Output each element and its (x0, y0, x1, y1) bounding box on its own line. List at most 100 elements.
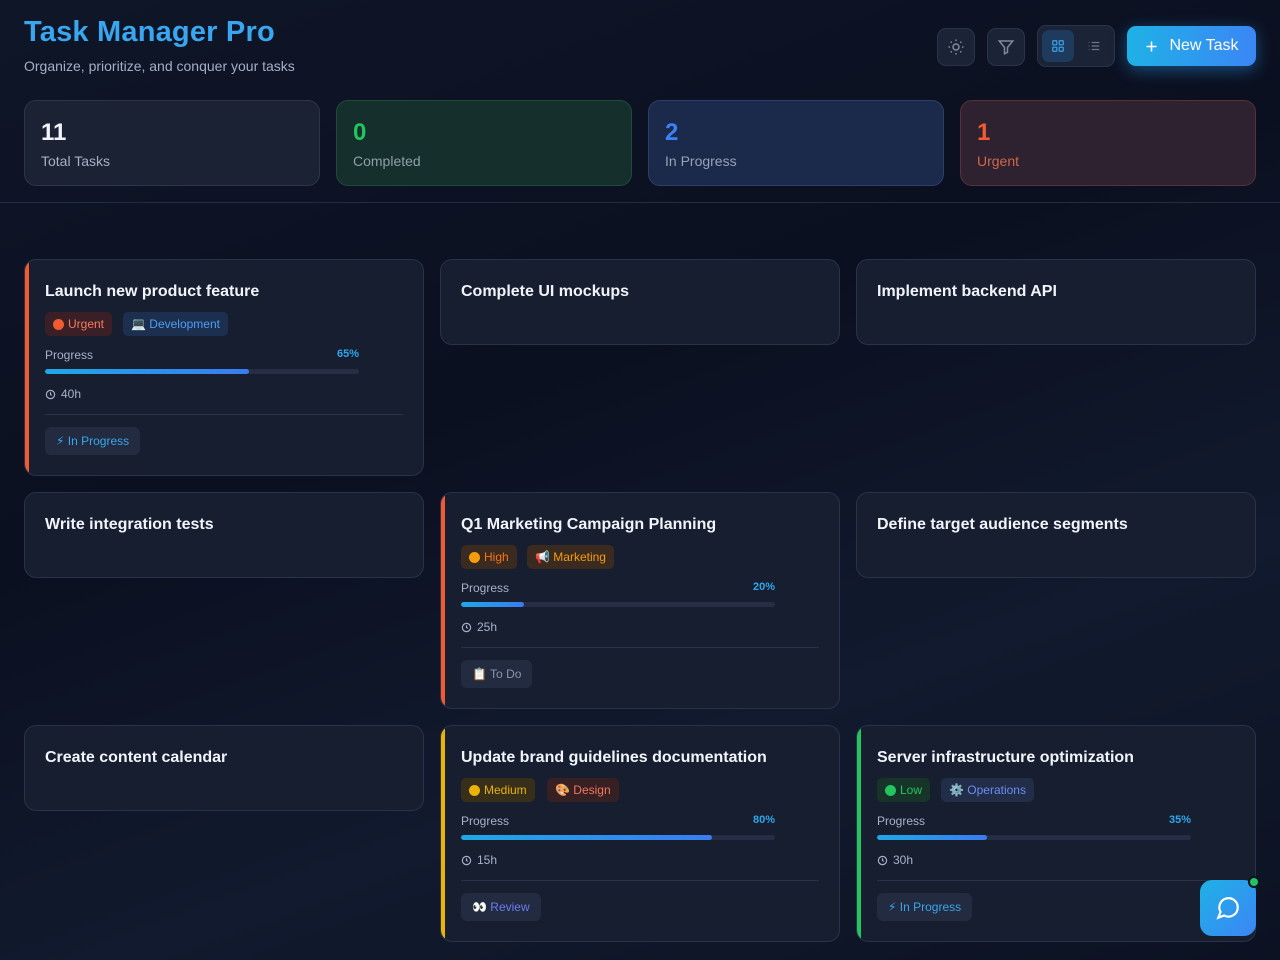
card-divider (877, 880, 1235, 881)
progress-label: Progress (45, 348, 94, 362)
task-card[interactable]: Complete UI mockups (440, 259, 840, 345)
status-badge[interactable]: ⚡ In Progress (877, 893, 973, 921)
priority-label: High (484, 550, 509, 564)
clock-icon (461, 622, 472, 632)
new-task-label: New Task (1169, 37, 1239, 54)
app-title: Task Manager Pro (24, 16, 275, 48)
task-card[interactable]: Update brand guidelines documentation Me… (440, 725, 840, 942)
task-card[interactable]: Create content calendar (24, 725, 424, 811)
sun-icon (948, 39, 964, 55)
stat-label: Urgent (977, 153, 1020, 169)
status-badge[interactable]: 📋 To Do (461, 660, 533, 688)
task-title: Define target audience segments (877, 516, 1128, 533)
new-task-button[interactable]: New Task (1127, 26, 1256, 66)
card-divider (461, 880, 819, 881)
theme-toggle-button[interactable] (937, 28, 975, 66)
hours-value: 25h (477, 620, 498, 634)
task-title: Write integration tests (45, 516, 214, 533)
priority-dot-icon (53, 318, 64, 330)
chat-bubble-icon (1216, 897, 1239, 920)
priority-dot-icon (885, 784, 896, 796)
progress-fill (877, 835, 987, 840)
category-badge: 🎨 Design (547, 778, 619, 802)
progress-bar (461, 835, 775, 840)
header: Task Manager Pro Organize, prioritize, a… (0, 0, 1280, 203)
stat-label: Completed (353, 153, 421, 169)
progress-percent: 65% (336, 348, 359, 360)
progress-bar (461, 602, 775, 607)
app-subtitle: Organize, prioritize, and conquer your t… (24, 58, 295, 74)
priority-accent (25, 260, 29, 475)
clock-icon (461, 855, 472, 865)
category-badge: 📢 Marketing (527, 545, 614, 569)
priority-label: Medium (484, 783, 527, 797)
priority-label: Low (900, 783, 923, 797)
progress-fill (461, 602, 524, 607)
clock-icon (877, 855, 888, 865)
task-card[interactable]: Define target audience segments (856, 492, 1256, 578)
task-title: Launch new product feature (45, 283, 260, 300)
task-title: Update brand guidelines documentation (461, 749, 767, 766)
progress-fill (461, 835, 713, 840)
stat-value: 1 (977, 119, 991, 146)
task-title: Create content calendar (45, 749, 228, 766)
priority-label: Urgent (68, 317, 105, 331)
priority-badge: High (461, 545, 517, 569)
stat-value: 0 (353, 119, 367, 146)
list-view-button[interactable] (1078, 30, 1110, 62)
status-badge[interactable]: 👀 Review (461, 893, 541, 921)
stat-label: In Progress (665, 153, 737, 169)
category-badge: 💻 Development (123, 312, 228, 336)
progress-percent: 35% (1168, 814, 1191, 826)
estimated-hours: 30h (877, 853, 913, 867)
stat-value: 11 (41, 119, 67, 146)
progress-percent: 20% (752, 581, 775, 593)
priority-accent (857, 726, 861, 941)
filter-icon (997, 40, 1015, 55)
stat-label: Total Tasks (41, 153, 110, 169)
task-card[interactable]: Write integration tests (24, 492, 424, 578)
hours-value: 40h (61, 387, 82, 401)
priority-accent (441, 493, 445, 708)
progress-percent: 80% (752, 814, 775, 826)
task-card[interactable]: Server infrastructure optimization Low ⚙… (856, 725, 1256, 942)
clock-icon (45, 389, 56, 399)
progress-label: Progress (461, 581, 510, 595)
status-badge[interactable]: ⚡ In Progress (45, 427, 141, 455)
grid-icon (1052, 40, 1064, 52)
task-card[interactable]: Q1 Marketing Campaign Planning High 📢 Ma… (440, 492, 840, 709)
stat-value: 2 (665, 119, 679, 146)
task-card[interactable]: Launch new product feature Urgent 💻 Deve… (24, 259, 424, 476)
estimated-hours: 25h (461, 620, 497, 634)
priority-dot-icon (469, 551, 480, 563)
task-card[interactable]: Implement backend API (856, 259, 1256, 345)
estimated-hours: 15h (461, 853, 497, 867)
progress-label: Progress (877, 814, 926, 828)
view-toggle (1037, 25, 1115, 67)
card-divider (461, 647, 819, 648)
priority-badge: Low (877, 778, 931, 802)
estimated-hours: 40h (45, 387, 81, 401)
online-status-dot (1248, 876, 1260, 888)
progress-bar (877, 835, 1191, 840)
list-icon (1088, 41, 1100, 51)
plus-icon (1146, 41, 1157, 51)
progress-label: Progress (461, 814, 510, 828)
task-title: Server infrastructure optimization (877, 749, 1134, 766)
stat-urgent: 1 Urgent (960, 100, 1256, 186)
chat-button[interactable] (1200, 880, 1256, 936)
stat-total-tasks: 11 Total Tasks (24, 100, 320, 186)
hours-value: 30h (893, 853, 914, 867)
stat-in-progress: 2 In Progress (648, 100, 944, 186)
filter-button[interactable] (987, 28, 1025, 66)
task-title: Q1 Marketing Campaign Planning (461, 516, 717, 533)
stat-completed: 0 Completed (336, 100, 632, 186)
task-title: Complete UI mockups (461, 283, 630, 300)
priority-dot-icon (469, 784, 480, 796)
grid-view-button[interactable] (1042, 30, 1074, 62)
progress-bar (45, 369, 359, 374)
category-badge: ⚙️ Operations (941, 778, 1034, 802)
priority-badge: Medium (461, 778, 535, 802)
priority-badge: Urgent (45, 312, 113, 336)
hours-value: 15h (477, 853, 498, 867)
